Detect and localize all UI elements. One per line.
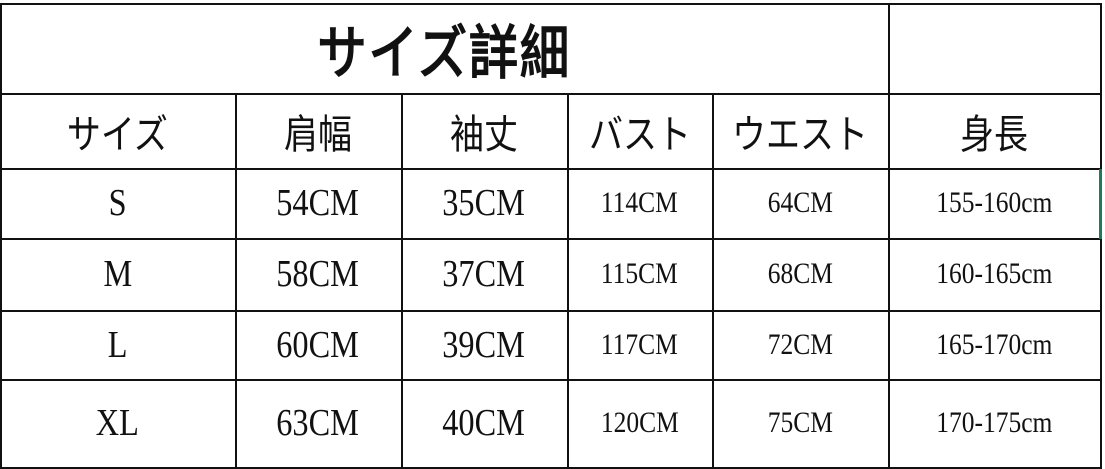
table-cell-text: 60CM bbox=[276, 323, 360, 366]
table-cell-text: 120CM bbox=[600, 406, 679, 439]
table-cell-text: 170-175cm bbox=[935, 406, 1053, 439]
table-cell: M bbox=[0, 238, 235, 310]
table-cell-text: 165-170cm bbox=[935, 327, 1053, 361]
column-header-text: バスト bbox=[588, 111, 691, 157]
table-cell-text: 54CM bbox=[276, 182, 360, 224]
column-border bbox=[235, 93, 237, 469]
table-cell: 35CM bbox=[401, 168, 567, 238]
table-cell-text: 160-165cm bbox=[935, 257, 1053, 290]
column-header: サイズ bbox=[0, 93, 235, 168]
row-border bbox=[0, 3, 1101, 5]
row-border bbox=[0, 93, 1101, 95]
table-cell: 64CM bbox=[712, 168, 888, 238]
table-cell: 165-170cm bbox=[888, 310, 1100, 379]
column-border bbox=[567, 93, 569, 469]
table-cell: S bbox=[0, 168, 235, 238]
row-border bbox=[0, 238, 1101, 240]
table-cell-text: 155-160cm bbox=[935, 186, 1053, 219]
table-cell: 115CM bbox=[567, 238, 712, 310]
column-border bbox=[888, 3, 890, 469]
column-header-text: 肩幅 bbox=[284, 111, 352, 157]
column-header: 肩幅 bbox=[235, 93, 401, 168]
table-cell-text: S bbox=[108, 182, 127, 224]
table-cell-text: 68CM bbox=[767, 257, 833, 290]
column-header: バスト bbox=[567, 93, 712, 168]
table-cell-text: 58CM bbox=[276, 253, 360, 295]
column-header: ウエスト bbox=[712, 93, 888, 168]
cell-selection-indicator bbox=[1099, 169, 1102, 239]
table-cell: 58CM bbox=[235, 238, 401, 310]
table-cell-text: 72CM bbox=[767, 327, 833, 361]
table-title: サイズ詳細 bbox=[0, 3, 888, 93]
row-border bbox=[0, 310, 1101, 312]
table-cell: 117CM bbox=[567, 310, 712, 379]
table-cell-text: 63CM bbox=[276, 402, 360, 444]
column-header-text: 身長 bbox=[960, 111, 1028, 157]
column-header: 身長 bbox=[888, 93, 1100, 168]
table-cell: 63CM bbox=[235, 379, 401, 467]
column-header-text: サイズ bbox=[67, 111, 168, 157]
column-header: 袖丈 bbox=[401, 93, 567, 168]
row-border bbox=[0, 168, 1101, 170]
table-cell: 75CM bbox=[712, 379, 888, 467]
table-cell-text: 75CM bbox=[767, 406, 833, 439]
table-cell: 68CM bbox=[712, 238, 888, 310]
row-border bbox=[0, 467, 1101, 469]
column-border bbox=[0, 3, 2, 469]
table-cell: L bbox=[0, 310, 235, 379]
table-title-text: サイズ詳細 bbox=[317, 21, 571, 86]
table-cell: 40CM bbox=[401, 379, 567, 467]
table-cell-text: 40CM bbox=[442, 402, 526, 444]
table-cell-text: 114CM bbox=[600, 186, 678, 219]
table-cell: 60CM bbox=[235, 310, 401, 379]
table-cell-text: 37CM bbox=[442, 253, 526, 295]
table-cell: 160-165cm bbox=[888, 238, 1100, 310]
table-cell-text: 35CM bbox=[442, 182, 526, 224]
table-cell-text: XL bbox=[95, 402, 140, 444]
table-cell-text: L bbox=[107, 323, 128, 366]
table-cell-text: 64CM bbox=[767, 186, 833, 219]
column-border bbox=[712, 93, 714, 469]
table-cell: 39CM bbox=[401, 310, 567, 379]
table-cell: 54CM bbox=[235, 168, 401, 238]
column-border bbox=[401, 93, 403, 469]
table-cell: 170-175cm bbox=[888, 379, 1100, 467]
table-cell: 114CM bbox=[567, 168, 712, 238]
table-cell-text: M bbox=[103, 253, 132, 295]
table-cell: 155-160cm bbox=[888, 168, 1100, 238]
row-border bbox=[0, 379, 1101, 381]
table-cell: 37CM bbox=[401, 238, 567, 310]
table-cell: XL bbox=[0, 379, 235, 467]
table-cell-text: 39CM bbox=[442, 323, 526, 366]
table-cell-text: 117CM bbox=[600, 327, 678, 361]
column-header-text: 袖丈 bbox=[450, 111, 518, 157]
table-cell: 72CM bbox=[712, 310, 888, 379]
empty-cell bbox=[888, 3, 1100, 93]
table-cell-text: 115CM bbox=[600, 257, 678, 290]
column-header-text: ウエスト bbox=[732, 111, 868, 157]
table-cell: 120CM bbox=[567, 379, 712, 467]
